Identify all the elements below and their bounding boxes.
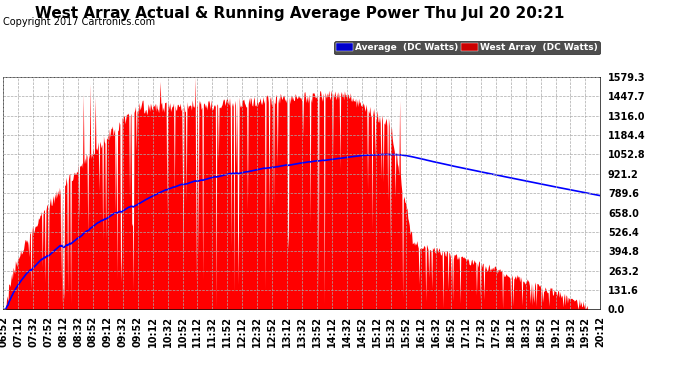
Text: Copyright 2017 Cartronics.com: Copyright 2017 Cartronics.com <box>3 17 155 27</box>
Legend: Average  (DC Watts), West Array  (DC Watts): Average (DC Watts), West Array (DC Watts… <box>334 41 600 54</box>
Text: West Array Actual & Running Average Power Thu Jul 20 20:21: West Array Actual & Running Average Powe… <box>35 6 565 21</box>
